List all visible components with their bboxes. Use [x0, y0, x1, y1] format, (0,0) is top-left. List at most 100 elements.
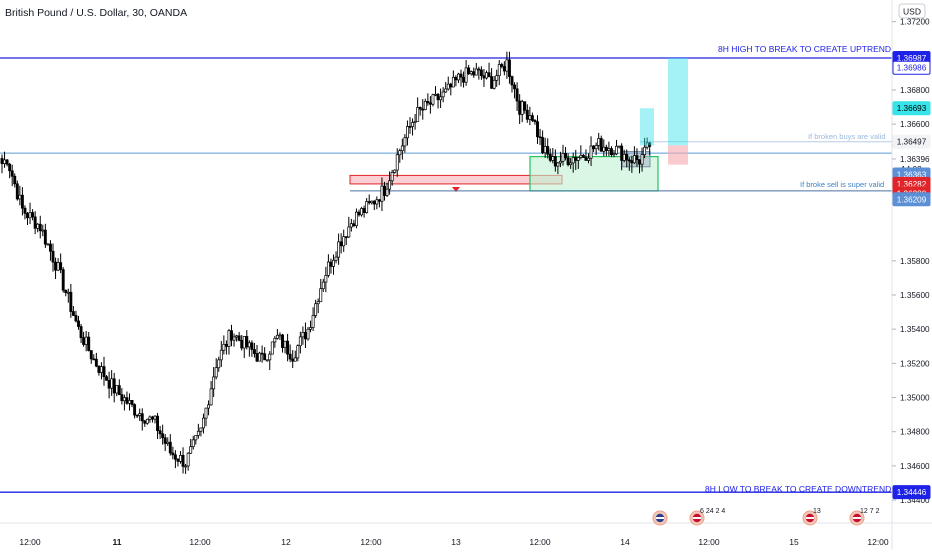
candle-body — [365, 201, 369, 213]
candle — [145, 418, 149, 425]
candle — [390, 169, 394, 186]
candle-body — [505, 59, 509, 72]
candle-body — [360, 208, 364, 216]
candle — [648, 141, 652, 156]
candle — [492, 75, 496, 90]
candle-body — [569, 162, 573, 166]
candle-body — [627, 159, 631, 162]
candle — [625, 149, 629, 168]
candle-body — [566, 157, 570, 166]
candle-body — [604, 146, 608, 151]
candle — [523, 101, 527, 114]
candle — [31, 209, 35, 221]
candle — [250, 340, 254, 357]
candle-body — [179, 454, 182, 462]
candle — [319, 278, 323, 303]
candle-body — [273, 338, 277, 343]
candle — [421, 99, 425, 120]
candle-body — [77, 320, 80, 327]
candle — [403, 134, 407, 153]
candle — [487, 62, 491, 78]
candle-body — [513, 84, 517, 90]
candle-body — [395, 154, 399, 171]
candle-body — [398, 150, 402, 156]
us-flag-event-icon[interactable]: 6 24 2 4 — [689, 508, 725, 526]
candle — [230, 324, 233, 347]
us-flag-event-icon[interactable]: 12 7 2 — [849, 508, 880, 526]
candle — [357, 209, 361, 217]
us-flag-event-icon[interactable]: 13 — [802, 508, 821, 526]
candle — [594, 142, 598, 156]
candle-body — [413, 121, 417, 123]
candle — [416, 97, 420, 122]
candle — [464, 60, 468, 86]
candle — [92, 354, 96, 361]
candle-body — [615, 145, 619, 155]
candle-body — [56, 262, 60, 271]
candle-body — [140, 413, 144, 422]
candle-body — [13, 175, 17, 185]
candle — [71, 305, 75, 317]
candle-body — [138, 413, 142, 416]
candle — [184, 463, 188, 474]
candle-body — [281, 334, 284, 348]
candle — [451, 70, 455, 88]
price-tick-label: 1.36800 — [900, 86, 930, 95]
candle-body — [528, 115, 532, 120]
candle-body — [28, 212, 32, 219]
candle-body — [209, 388, 213, 406]
currency-button[interactable]: USD — [898, 3, 926, 19]
candle — [428, 96, 432, 114]
time-axis[interactable]: 12:00 11 12:00 12 12:00 13 12:00 14 12:00 15 12:00 — [19, 537, 889, 547]
candle-body — [230, 330, 233, 341]
candle — [612, 149, 616, 158]
candle-body — [214, 367, 218, 378]
candle — [515, 82, 519, 111]
candle-body — [339, 241, 343, 247]
candle-body — [194, 435, 198, 441]
candle — [222, 335, 226, 355]
time-tick-label: 12:00 — [360, 537, 382, 547]
candle-body — [571, 157, 575, 164]
price-tick-label: 1.35600 — [900, 291, 930, 300]
candle — [89, 350, 93, 364]
candle-body — [479, 69, 483, 77]
price-axis[interactable]: 1.372001.368001.366001.364761.363961.358… — [892, 18, 930, 505]
candle — [105, 375, 108, 381]
candle-body — [403, 137, 407, 147]
candle-body — [20, 194, 24, 209]
candle-body — [293, 357, 297, 362]
candle — [74, 310, 78, 323]
candle — [408, 117, 412, 134]
time-tick-label: 13 — [451, 537, 461, 547]
candle — [209, 380, 213, 406]
candle-body — [467, 67, 471, 75]
price-tick-label: 1.35200 — [900, 359, 930, 368]
candle-body — [219, 349, 223, 361]
time-tick-label: 12:00 — [867, 537, 889, 547]
candle-body — [451, 76, 455, 88]
candle — [309, 320, 313, 333]
candle-body — [640, 154, 644, 165]
candle — [301, 326, 305, 345]
candle — [69, 283, 73, 318]
candle-body — [446, 83, 450, 90]
uk-flag-event-icon[interactable] — [652, 510, 668, 526]
candle — [564, 146, 568, 161]
price-badge: 1.36497 — [892, 134, 931, 149]
event-count: 12 7 2 — [860, 508, 880, 515]
candle — [635, 148, 639, 167]
candle — [20, 187, 24, 216]
down-arrow-icon — [452, 187, 460, 192]
candle-body — [181, 454, 185, 467]
economic-events[interactable]: 6 24 2 4 13 12 7 2 — [652, 508, 880, 526]
candle — [171, 446, 175, 460]
candle — [411, 118, 415, 136]
candle — [181, 447, 185, 474]
candle-body — [278, 334, 282, 337]
candle — [400, 138, 404, 160]
candle-body — [490, 76, 494, 89]
candle-body — [247, 342, 251, 348]
candle-body — [495, 75, 499, 81]
